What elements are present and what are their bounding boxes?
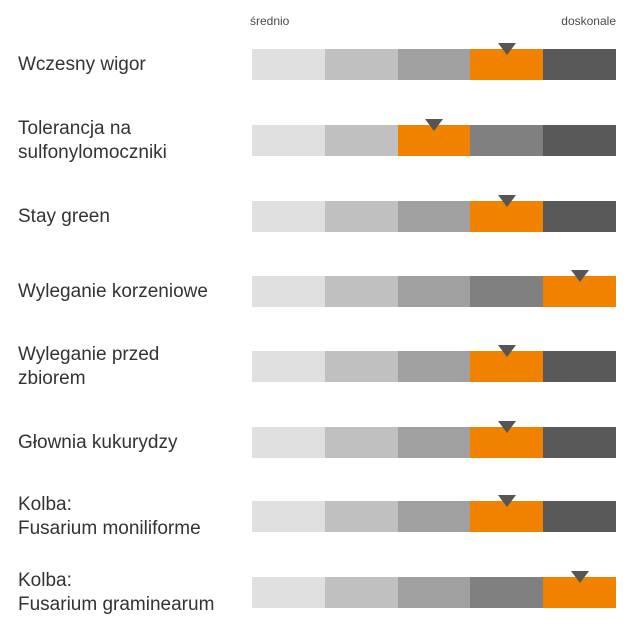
rating-row-label: Kolba: Fusarium moniliforme: [18, 493, 201, 539]
rating-segment: [543, 201, 616, 232]
rating-marker-icon: [570, 270, 589, 282]
rating-segment: [397, 276, 471, 307]
rating-segment: [324, 351, 398, 382]
rating-row-label: Wczesny wigor: [18, 53, 146, 75]
rating-segment: [470, 577, 544, 608]
rating-segment: [397, 351, 471, 382]
rating-segment: [543, 427, 616, 458]
rating-row-label: Głownia kukurydzy: [18, 431, 178, 453]
rating-row-label: Tolerancja na sulfonylomoczniki: [18, 117, 167, 163]
rating-bar: [252, 49, 616, 80]
rating-bar: [252, 501, 616, 532]
rating-segment: [324, 125, 398, 156]
rating-row-label: Wyleganie korzeniowe: [18, 280, 208, 302]
rating-segment: [470, 276, 544, 307]
rating-segment: [397, 427, 471, 458]
rating-segment: [252, 577, 325, 608]
rating-marker-icon: [497, 43, 516, 55]
rating-segment: [252, 501, 325, 532]
rating-segment: [252, 427, 325, 458]
rating-marker-icon: [570, 571, 589, 583]
rating-segment: [324, 201, 398, 232]
rating-segment: [252, 276, 325, 307]
rating-marker-icon: [497, 495, 516, 507]
rating-bar: [252, 577, 616, 608]
rating-segment: [252, 201, 325, 232]
rating-bar: [252, 125, 616, 156]
rating-segment: [397, 49, 471, 80]
rating-segment: [252, 125, 325, 156]
rating-row-label: Stay green: [18, 205, 110, 227]
rating-segment: [324, 49, 398, 80]
rating-bar: [252, 201, 616, 232]
scale-label-left: średnio: [250, 14, 290, 28]
rating-segment: [252, 351, 325, 382]
rating-marker-icon: [425, 119, 443, 131]
rating-bar: [252, 276, 616, 307]
rating-marker-icon: [497, 195, 516, 207]
rating-segment: [324, 501, 398, 532]
rating-segment: [397, 201, 471, 232]
rating-row-label: Wyleganie przed zbiorem: [18, 343, 160, 389]
rating-marker-icon: [497, 421, 516, 433]
rating-row-label: Kolba: Fusarium graminearum: [18, 569, 215, 615]
rating-segment: [543, 351, 616, 382]
scale-label-right: doskonale: [561, 14, 616, 28]
rating-segment: [324, 577, 398, 608]
rating-segment: [543, 125, 616, 156]
rating-segment: [543, 501, 616, 532]
rating-bar: [252, 351, 616, 382]
rating-segment: [397, 501, 471, 532]
rating-marker-icon: [497, 345, 516, 357]
rating-segment: [252, 49, 325, 80]
rating-segment: [470, 125, 544, 156]
rating-segment: [324, 276, 398, 307]
rating-segment: [324, 427, 398, 458]
rating-bar: [252, 427, 616, 458]
rating-segment: [543, 49, 616, 80]
rating-segment: [397, 577, 471, 608]
